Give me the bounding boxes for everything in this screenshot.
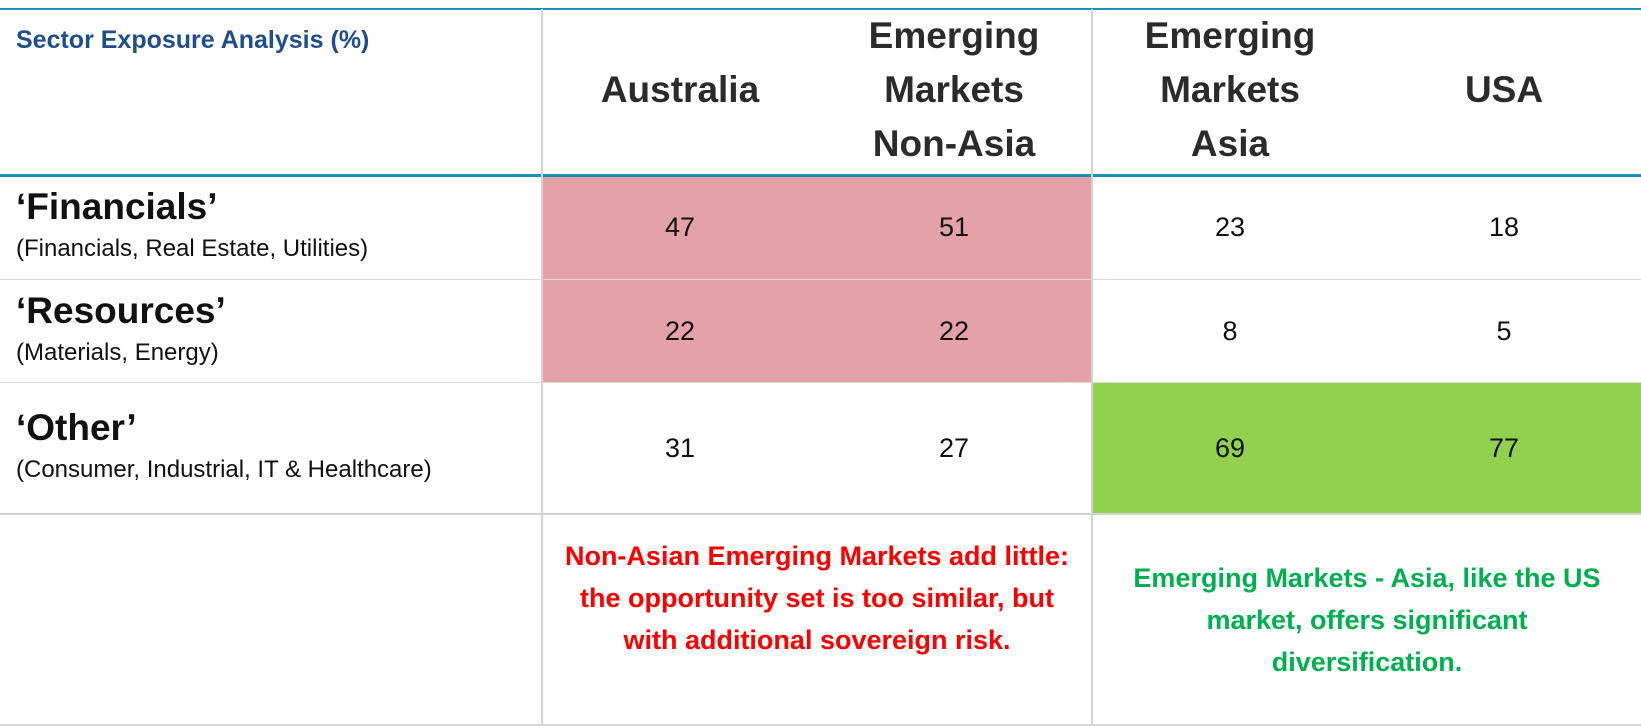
cell-other-usa: 77 xyxy=(1488,432,1520,463)
row-label-other: ‘Other’ (Consumer, Industrial, IT & Heal… xyxy=(16,407,432,485)
cell-resources-em-non-asia: 22 xyxy=(938,315,970,346)
cell-other-australia: 31 xyxy=(664,432,696,463)
cell-financials-usa: 18 xyxy=(1488,212,1520,242)
row-label-financials: ‘Financials’ (Financials, Real Estate, U… xyxy=(16,186,368,264)
cell-resources-australia: 22 xyxy=(664,315,696,346)
cell-other-em-asia: 69 xyxy=(1214,432,1246,463)
cell-financials-australia: 47 xyxy=(664,212,696,242)
column-header-line: Emerging xyxy=(1144,15,1316,56)
row-rule-1 xyxy=(0,279,1641,280)
row-label-resources: ‘Resources’ (Materials, Energy) xyxy=(16,290,226,368)
top-rule xyxy=(0,8,1641,10)
column-header-line: Non-Asia xyxy=(872,123,1036,164)
cell-financials-em-non-asia: 51 xyxy=(938,212,970,242)
column-header-line: Australia xyxy=(600,69,760,110)
column-header-line: Emerging xyxy=(868,15,1040,56)
column-header-line: USA xyxy=(1464,69,1544,110)
column-header-australia: Australia xyxy=(543,10,817,170)
annotation-non-asia: Non-Asian Emerging Markets add little: t… xyxy=(564,541,1070,655)
column-header-line: Markets xyxy=(1160,69,1300,110)
cell-other-em-non-asia: 27 xyxy=(938,432,970,463)
annotation-asia: Emerging Markets - Asia, like the US mar… xyxy=(1133,563,1601,677)
row-rule-2 xyxy=(0,382,1641,383)
row-name: ‘Resources’ xyxy=(16,290,226,331)
cell-financials-em-asia: 23 xyxy=(1214,212,1246,242)
highlight-other-asia-usa xyxy=(1093,383,1641,513)
row-rule-3 xyxy=(0,513,1641,515)
column-header-line: Asia xyxy=(1190,123,1270,164)
row-name: ‘Other’ xyxy=(16,407,137,448)
cell-resources-usa: 5 xyxy=(1496,315,1512,346)
header-rule xyxy=(0,174,1641,177)
column-header-em-asia: Emerging Markets Asia xyxy=(1093,10,1367,170)
column-header-usa: USA xyxy=(1367,10,1641,170)
row-subtitle: (Financials, Real Estate, Utilities) xyxy=(16,235,369,262)
row-name: ‘Financials’ xyxy=(16,186,218,227)
column-header-em-non-asia: Emerging Markets Non-Asia xyxy=(817,10,1091,170)
cell-resources-em-asia: 8 xyxy=(1222,315,1238,346)
column-header-line: Markets xyxy=(884,69,1024,110)
row-subtitle: (Consumer, Industrial, IT & Healthcare) xyxy=(16,456,432,483)
divider-middle xyxy=(1091,9,1093,725)
bottom-rule xyxy=(0,724,1641,726)
divider-left xyxy=(541,9,543,725)
table-title: Sector Exposure Analysis (%) xyxy=(16,26,370,54)
row-subtitle: (Materials, Energy) xyxy=(16,339,219,366)
